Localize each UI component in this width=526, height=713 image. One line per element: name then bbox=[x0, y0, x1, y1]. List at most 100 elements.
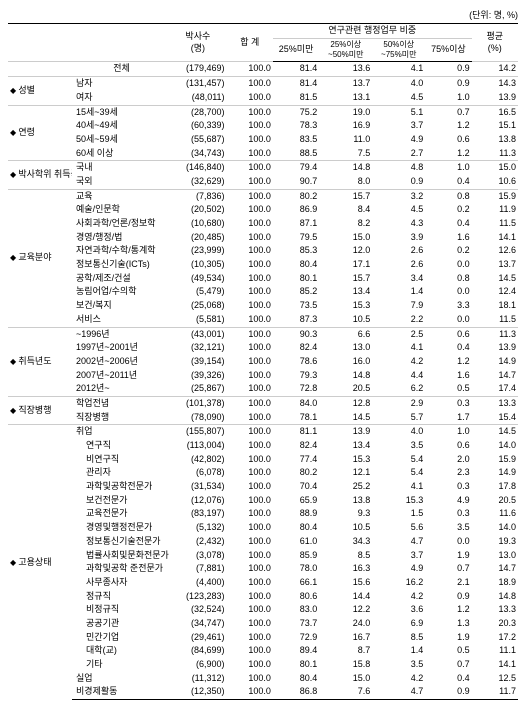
value-cell: 0.0 bbox=[425, 258, 471, 272]
value-cell: 20.5 bbox=[319, 382, 372, 396]
value-cell: 18.9 bbox=[472, 576, 518, 590]
header-avg: 평균 (%) bbox=[472, 24, 518, 62]
table-row: 정보통신기술전문가(2,432)100.061.034.34.70.019.3 bbox=[8, 535, 518, 549]
value-cell: 0.0 bbox=[425, 535, 471, 549]
value-cell: 12.2 bbox=[319, 603, 372, 617]
row-label: 연구직 bbox=[72, 439, 169, 453]
row-label: 정보통신기술전문가 bbox=[72, 535, 169, 549]
value-cell: 11.3 bbox=[472, 327, 518, 341]
value-cell: 4.4 bbox=[372, 369, 425, 383]
value-cell: 1.4 bbox=[372, 285, 425, 299]
value-cell: 78.3 bbox=[273, 119, 319, 133]
value-cell: 11.5 bbox=[472, 313, 518, 327]
value-cell: 12.4 bbox=[472, 285, 518, 299]
table-row: 사회과학/언론/정보학(10,680)100.087.18.24.30.411.… bbox=[8, 217, 518, 231]
value-cell: 8.0 bbox=[319, 175, 372, 189]
value-cell: 100.0 bbox=[227, 521, 273, 535]
value-cell: 13.6 bbox=[319, 62, 372, 77]
value-cell: 14.9 bbox=[472, 466, 518, 480]
value-cell: 4.9 bbox=[372, 562, 425, 576]
value-cell: 17.8 bbox=[472, 480, 518, 494]
value-cell: (4,400) bbox=[169, 576, 226, 590]
value-cell: 0.9 bbox=[425, 77, 471, 91]
value-cell: 14.2 bbox=[472, 62, 518, 77]
value-cell: 0.9 bbox=[425, 590, 471, 604]
row-label: 사회과학/언론/정보학 bbox=[72, 217, 169, 231]
value-cell: 4.3 bbox=[372, 217, 425, 231]
value-cell: 100.0 bbox=[227, 672, 273, 686]
value-cell: 1.0 bbox=[425, 91, 471, 105]
table-row: 직장병행학업전념(101,378)100.084.012.82.90.313.3 bbox=[8, 396, 518, 410]
value-cell: 14.7 bbox=[472, 562, 518, 576]
value-cell: 0.4 bbox=[425, 672, 471, 686]
table-row: 박사학위 취득국가국내(146,840)100.079.414.84.81.01… bbox=[8, 161, 518, 175]
value-cell: 100.0 bbox=[227, 453, 273, 467]
table-row: 비정규직(32,524)100.083.012.23.61.213.3 bbox=[8, 603, 518, 617]
row-label: 40세~49세 bbox=[72, 119, 169, 133]
category-cell: 성별 bbox=[8, 77, 72, 105]
row-label: 2002년~2006년 bbox=[72, 355, 169, 369]
value-cell: 0.5 bbox=[425, 644, 471, 658]
value-cell: (29,461) bbox=[169, 631, 226, 645]
table-row: 40세~49세(60,339)100.078.316.93.71.215.1 bbox=[8, 119, 518, 133]
value-cell: 86.9 bbox=[273, 203, 319, 217]
value-cell: 4.9 bbox=[425, 494, 471, 508]
value-cell: (49,534) bbox=[169, 272, 226, 286]
value-cell: 0.3 bbox=[425, 507, 471, 521]
table-row: 비경제활동(12,350)100.086.87.64.70.911.7 bbox=[8, 685, 518, 699]
header-group: 연구관련 행정업무 비중 bbox=[273, 24, 472, 39]
value-cell: 14.5 bbox=[472, 272, 518, 286]
value-cell: 70.4 bbox=[273, 480, 319, 494]
value-cell: 15.3 bbox=[319, 299, 372, 313]
value-cell: 85.2 bbox=[273, 285, 319, 299]
value-cell: 79.5 bbox=[273, 231, 319, 245]
row-label: 50세~59세 bbox=[72, 133, 169, 147]
value-cell: 0.7 bbox=[425, 562, 471, 576]
row-label: 대학(교) bbox=[72, 644, 169, 658]
value-cell: 0.3 bbox=[425, 480, 471, 494]
value-cell: 0.2 bbox=[425, 203, 471, 217]
table-row: 법률사회및문화전문가(3,078)100.085.98.53.71.913.0 bbox=[8, 549, 518, 563]
value-cell: 2.9 bbox=[372, 396, 425, 410]
value-cell: (5,581) bbox=[169, 313, 226, 327]
value-cell: 100.0 bbox=[227, 133, 273, 147]
value-cell: 3.6 bbox=[372, 603, 425, 617]
value-cell: (31,534) bbox=[169, 480, 226, 494]
value-cell: 11.1 bbox=[472, 644, 518, 658]
value-cell: 100.0 bbox=[227, 562, 273, 576]
value-cell: 14.0 bbox=[472, 439, 518, 453]
value-cell: 80.1 bbox=[273, 272, 319, 286]
table-row: 공공기관(34,747)100.073.724.06.91.320.3 bbox=[8, 617, 518, 631]
value-cell: 15.9 bbox=[472, 453, 518, 467]
header-50-75: 50%이상 ~75%미만 bbox=[372, 38, 425, 62]
value-cell: (6,078) bbox=[169, 466, 226, 480]
value-cell: 1.0 bbox=[425, 161, 471, 175]
value-cell: 4.5 bbox=[372, 203, 425, 217]
value-cell: (20,485) bbox=[169, 231, 226, 245]
category-cell bbox=[8, 62, 72, 77]
row-label: 취업 bbox=[72, 425, 169, 439]
value-cell: 100.0 bbox=[227, 217, 273, 231]
value-cell: 25.2 bbox=[319, 480, 372, 494]
value-cell: 11.0 bbox=[319, 133, 372, 147]
value-cell: 79.3 bbox=[273, 369, 319, 383]
value-cell: 4.2 bbox=[372, 590, 425, 604]
value-cell: (10,680) bbox=[169, 217, 226, 231]
value-cell: 77.4 bbox=[273, 453, 319, 467]
value-cell: 17.1 bbox=[319, 258, 372, 272]
value-cell: 100.0 bbox=[227, 105, 273, 119]
value-cell: 82.4 bbox=[273, 439, 319, 453]
row-label: 공학/제조/건설 bbox=[72, 272, 169, 286]
value-cell: 100.0 bbox=[227, 425, 273, 439]
table-row: 공학/제조/건설(49,534)100.080.115.73.40.814.5 bbox=[8, 272, 518, 286]
table-row: 보건전문가(12,076)100.065.913.815.34.920.5 bbox=[8, 494, 518, 508]
value-cell: 100.0 bbox=[227, 369, 273, 383]
table-row: 과학및공학전문가(31,534)100.070.425.24.10.317.8 bbox=[8, 480, 518, 494]
value-cell: 2.6 bbox=[372, 258, 425, 272]
value-cell: 89.4 bbox=[273, 644, 319, 658]
table-row: 직장병행(78,090)100.078.114.55.71.715.4 bbox=[8, 411, 518, 425]
value-cell: 12.0 bbox=[319, 244, 372, 258]
value-cell: 8.7 bbox=[319, 644, 372, 658]
value-cell: 100.0 bbox=[227, 507, 273, 521]
value-cell: 4.8 bbox=[372, 161, 425, 175]
